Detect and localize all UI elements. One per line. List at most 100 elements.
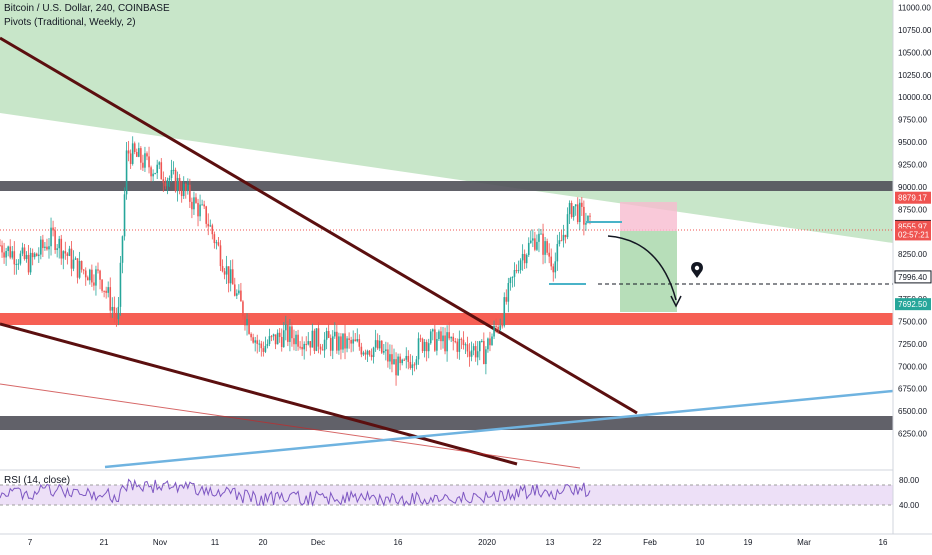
candle-body (70, 248, 73, 269)
candle-body (182, 183, 185, 197)
candle-body (413, 364, 416, 366)
candle-body (356, 339, 359, 342)
candle-body (556, 243, 559, 262)
candle-body (346, 338, 348, 349)
candle-body (391, 354, 393, 365)
candle-body (68, 248, 71, 256)
price-tick-label: 9750.00 (898, 116, 927, 125)
candle-body (125, 150, 128, 195)
candle-body (266, 343, 269, 346)
candle-body (458, 338, 461, 352)
candle-body (23, 247, 26, 259)
candle-body (446, 332, 448, 352)
candle-body (215, 242, 218, 244)
candle-body (109, 287, 112, 311)
candle-body (450, 336, 452, 339)
candle-body (91, 269, 93, 283)
candle-body (191, 201, 193, 210)
time-labels[interactable]: 7 21 Nov 11 20 Dec 16 2020 13 22 Feb 10 19 Mar 16 (28, 538, 888, 547)
candle-body (323, 339, 326, 351)
time-label: 2020 (478, 538, 496, 547)
rsi-line (0, 478, 591, 507)
price-labels: 8879.178564.678555.9702:57:217996.407692… (894, 191, 932, 311)
time-label: 21 (100, 538, 109, 547)
candle-body (578, 202, 581, 223)
candle-body (301, 346, 303, 350)
candle-body (295, 334, 297, 345)
candle-body (276, 332, 279, 345)
candle-body (252, 337, 254, 343)
candle-body (144, 153, 146, 168)
candle-body (485, 349, 487, 365)
candle-body (264, 345, 267, 352)
candle-body (385, 349, 387, 352)
candle-body (127, 150, 130, 154)
candle-body (150, 167, 152, 177)
candle-body (303, 343, 305, 350)
candle-body (256, 340, 259, 344)
candle-body (231, 269, 234, 285)
candle-body (201, 204, 203, 206)
price-tick-label: 7250.00 (898, 340, 927, 349)
location-pin-icon[interactable] (691, 262, 703, 278)
position-target-zone (620, 231, 677, 312)
candle-body (278, 332, 281, 337)
price-marker-label: 02:57:21 (895, 228, 931, 241)
candle-body (540, 233, 542, 235)
rsi-tick-40: 40.00 (899, 501, 920, 510)
price-axis[interactable] (893, 0, 932, 534)
candle-body (389, 354, 391, 362)
candle-body (397, 356, 399, 376)
candle-body (103, 290, 105, 292)
candle-body (407, 355, 410, 362)
candle-body (499, 325, 501, 330)
candle-body (178, 177, 181, 191)
candle-body (258, 343, 261, 345)
candle-body (546, 241, 548, 253)
candle-body (272, 334, 275, 337)
candle-body (366, 350, 369, 355)
time-label: 13 (546, 538, 555, 547)
candle-body (250, 333, 252, 338)
candle-body (489, 338, 491, 346)
candle-body (56, 248, 58, 250)
candle-body (436, 339, 438, 351)
candle-body (552, 266, 555, 273)
candle-body (17, 263, 20, 265)
candle-body (419, 338, 422, 340)
candle-body (478, 341, 481, 352)
candle-body (174, 169, 177, 192)
candle-body (236, 293, 238, 296)
candle-body (154, 173, 156, 175)
price-tick-label: 9500.00 (898, 138, 927, 147)
time-label: Feb (643, 538, 657, 547)
candle-body (587, 215, 589, 224)
candle-body (74, 258, 77, 260)
candle-body (313, 330, 316, 351)
candle-body (44, 246, 46, 248)
candle-body (427, 343, 430, 352)
candle-body (503, 297, 506, 326)
candle-body (80, 261, 83, 270)
candle-body (58, 238, 61, 249)
candle-body (176, 177, 179, 192)
price-tick-label: 10500.00 (898, 48, 932, 57)
candle-body (364, 352, 367, 355)
time-label: Nov (153, 538, 167, 547)
candle-body (160, 162, 163, 180)
candle-body (29, 252, 32, 273)
candle-body (195, 197, 197, 203)
candle-body (223, 271, 226, 275)
candle-body (282, 330, 285, 347)
candle-body (564, 234, 567, 238)
candle-body (581, 202, 583, 207)
candle-body (25, 254, 28, 259)
svg-text:7996.40: 7996.40 (898, 273, 927, 282)
candle-body (334, 331, 336, 337)
candle-body (372, 347, 375, 358)
svg-text:8879.17: 8879.17 (898, 194, 927, 203)
candle-body (529, 240, 532, 243)
candle-body (370, 354, 373, 358)
